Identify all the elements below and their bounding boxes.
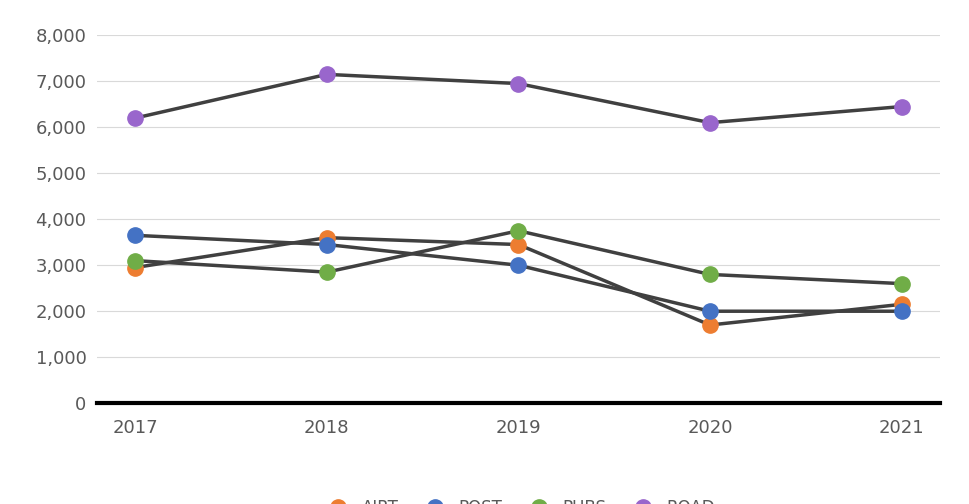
AIRT [321,234,332,240]
Line: AIRT: AIRT [128,230,909,333]
Line: POST: POST [128,228,909,319]
PUBS [130,258,141,264]
AIRT [704,322,716,328]
POST [513,262,524,268]
POST [130,232,141,238]
Line: PUBS: PUBS [128,223,909,291]
PUBS [895,281,907,287]
ROAD [704,119,716,125]
Line: ROAD: ROAD [128,67,909,131]
AIRT [130,265,141,271]
AIRT [895,301,907,307]
PUBS [513,228,524,234]
POST [704,308,716,314]
AIRT [513,241,524,247]
ROAD [130,115,141,121]
POST [321,241,332,247]
PUBS [321,269,332,275]
PUBS [704,271,716,277]
ROAD [895,103,907,109]
POST [895,308,907,314]
ROAD [321,72,332,78]
ROAD [513,81,524,87]
Legend: AIRT, POST, PUBS, ROAD: AIRT, POST, PUBS, ROAD [315,492,722,504]
